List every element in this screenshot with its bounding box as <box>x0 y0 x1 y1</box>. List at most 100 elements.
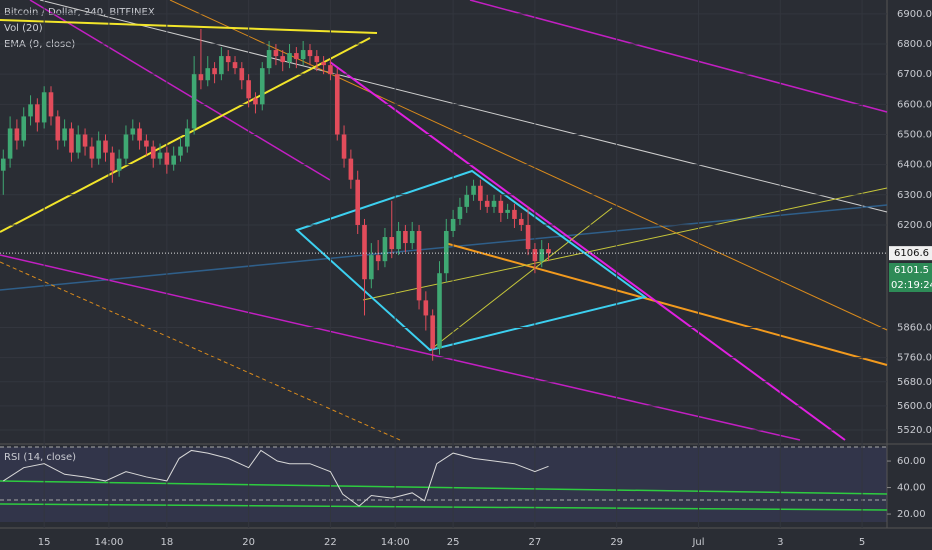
x-tick-label: 5 <box>859 537 865 548</box>
y-tick-label: 5600.0 <box>897 401 932 412</box>
candle-body <box>69 128 74 153</box>
y-tick-label: 20.00 <box>897 509 926 520</box>
y-tick-label: 6400.0 <box>897 160 932 171</box>
candle-body <box>225 56 231 63</box>
trendline <box>0 19 378 34</box>
y-tick-label: 5860.0 <box>897 323 932 334</box>
y-tick-label: 5680.0 <box>897 377 932 388</box>
candle-body <box>328 65 333 75</box>
y-tick-label: 6800.0 <box>897 39 932 50</box>
countdown-label: 02:19:24 <box>891 280 932 291</box>
chart-title: Bitcoin / Dollar, 240, BITFINEX <box>4 7 155 18</box>
candle-body <box>321 62 326 66</box>
candle-body <box>219 56 224 75</box>
candle-body <box>294 53 299 60</box>
trendline <box>329 61 846 441</box>
candle-body <box>110 152 115 171</box>
y-tick-label: 40.00 <box>897 483 926 494</box>
candle-body <box>525 224 531 250</box>
candle-body <box>157 152 163 159</box>
candle-body <box>471 185 476 195</box>
candle-body <box>369 255 374 280</box>
x-tick-label: 14:00 <box>94 537 123 548</box>
candle-body <box>232 62 238 69</box>
trendline <box>0 254 801 441</box>
x-tick-label: 18 <box>160 537 173 548</box>
indicator-label: Vol (20) <box>4 23 43 34</box>
candle-body <box>382 237 388 262</box>
candle-body <box>464 194 470 207</box>
candle-body <box>416 230 422 301</box>
y-tick-label: 6600.0 <box>897 99 932 110</box>
candle-body <box>191 74 197 129</box>
candle-body <box>55 116 61 141</box>
candle-body <box>389 237 395 250</box>
candle-body <box>498 200 504 213</box>
candle-body <box>300 50 306 60</box>
candle-body <box>116 158 122 171</box>
candle-body <box>409 230 415 244</box>
x-tick-label: 22 <box>324 537 337 548</box>
candle-body <box>491 200 497 207</box>
candle-body <box>437 273 442 349</box>
candle-body <box>164 152 170 165</box>
candle-body <box>512 209 517 219</box>
candle-body <box>171 155 176 165</box>
candle-body <box>355 179 361 225</box>
candle-body <box>150 146 156 159</box>
candle-body <box>478 185 483 201</box>
candle-body <box>334 74 340 135</box>
candle-body <box>505 209 510 213</box>
candle-body <box>539 249 545 262</box>
candle-body <box>484 200 490 207</box>
trendline <box>39 0 888 213</box>
candle-body <box>89 146 95 159</box>
x-tick-label: 25 <box>447 537 460 548</box>
diamond-pattern <box>295 169 648 352</box>
trendline <box>444 242 888 366</box>
candle-body <box>205 68 211 81</box>
candle-body <box>130 128 136 135</box>
candle-body <box>403 230 408 244</box>
candle-body <box>0 158 6 171</box>
candle-body <box>430 315 435 349</box>
x-tick-label: 20 <box>242 537 255 548</box>
y-tick-label: 5760.0 <box>897 353 932 364</box>
y-tick-label: 6300.0 <box>897 190 932 201</box>
candle-body <box>35 104 40 123</box>
candle-body <box>14 128 20 141</box>
candle-body <box>287 53 292 63</box>
candle-body <box>178 146 183 156</box>
candle-body <box>341 134 347 159</box>
candle-body <box>41 92 47 123</box>
candle-body <box>62 128 67 141</box>
candle-body <box>532 249 538 262</box>
candle-body <box>103 140 108 153</box>
rsi-trendline <box>0 503 888 511</box>
trendline <box>362 187 888 301</box>
candle-body <box>246 80 251 99</box>
y-tick-label: 6700.0 <box>897 69 932 80</box>
candle-body <box>184 128 190 147</box>
candle-body <box>259 68 265 105</box>
candle-body <box>348 158 354 180</box>
x-tick-label: 15 <box>38 537 51 548</box>
candle-body <box>362 224 367 280</box>
candle-body <box>239 68 245 81</box>
candle-body <box>396 230 401 250</box>
candle-body <box>253 98 258 105</box>
candle-body <box>28 104 33 117</box>
candle-body <box>75 134 81 153</box>
candle-body <box>546 249 551 254</box>
last-price-box <box>889 246 932 261</box>
candle-body <box>423 300 429 316</box>
candle-body <box>280 56 286 63</box>
x-tick-label: 14:00 <box>381 537 410 548</box>
x-tick-label: Jul <box>691 537 704 548</box>
x-tick-label: 3 <box>777 537 783 548</box>
candle-body <box>137 128 142 141</box>
candle-body <box>21 116 27 141</box>
candle-body <box>96 140 101 159</box>
trendline <box>469 0 888 113</box>
y-tick-label: 6500.0 <box>897 129 932 140</box>
